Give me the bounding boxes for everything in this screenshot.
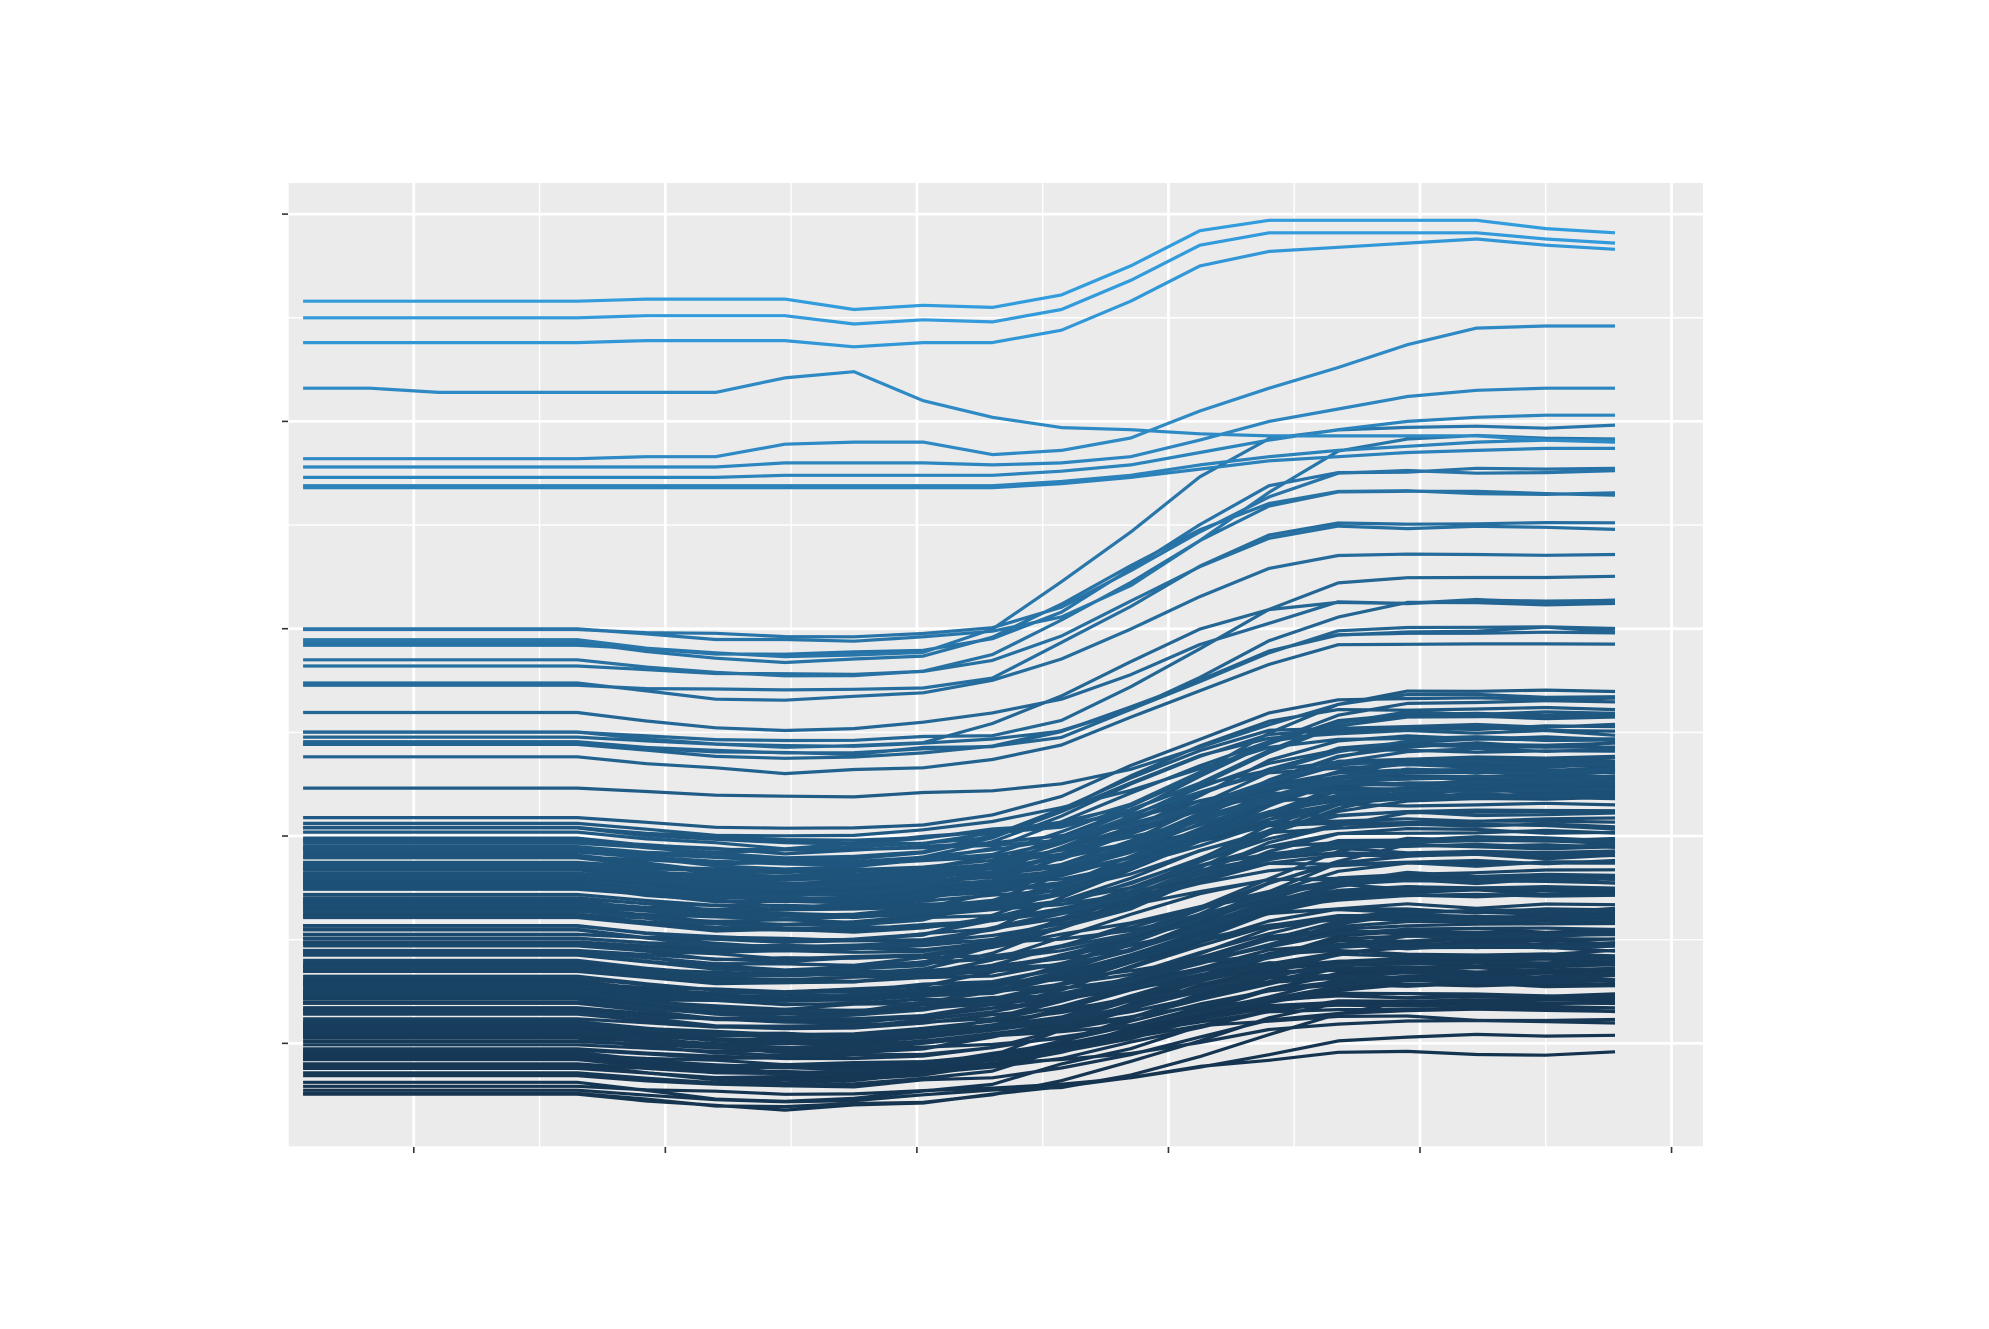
series-line bbox=[303, 446, 1615, 490]
series-line bbox=[303, 692, 1616, 799]
series-line bbox=[303, 433, 1616, 643]
series-line bbox=[303, 521, 1616, 692]
series-line bbox=[303, 696, 1616, 830]
series-line bbox=[303, 746, 1616, 856]
series-line bbox=[303, 625, 1616, 748]
series-line bbox=[303, 735, 1616, 838]
series-line bbox=[303, 1032, 1616, 1096]
series-line bbox=[303, 438, 1615, 488]
series-line bbox=[303, 735, 1616, 845]
series-line bbox=[303, 952, 1616, 1022]
series-line bbox=[303, 642, 1616, 776]
series-lines bbox=[303, 218, 1616, 1112]
series-line bbox=[303, 767, 1616, 875]
series-line bbox=[303, 908, 1616, 994]
series-line bbox=[303, 237, 1616, 349]
series-line bbox=[303, 835, 1616, 933]
series-line bbox=[303, 743, 1615, 872]
series-line bbox=[303, 552, 1616, 702]
series-line bbox=[303, 801, 1616, 921]
series-line bbox=[303, 413, 1615, 479]
series-line bbox=[303, 808, 1616, 909]
series-line bbox=[303, 324, 1615, 461]
series-line bbox=[303, 386, 1615, 469]
series-line bbox=[303, 932, 1616, 1007]
series-line bbox=[303, 870, 1616, 952]
series-line bbox=[303, 710, 1616, 851]
series-line bbox=[303, 524, 1616, 676]
series-line bbox=[303, 992, 1616, 1076]
series-line bbox=[303, 921, 1616, 1029]
series-line bbox=[303, 231, 1616, 326]
series-line bbox=[303, 926, 1616, 1001]
series-line bbox=[303, 902, 1616, 1014]
series-line bbox=[303, 1018, 1616, 1075]
series-line bbox=[303, 597, 1616, 733]
series-line bbox=[303, 218, 1616, 312]
series-line bbox=[303, 489, 1616, 665]
series-line bbox=[303, 370, 1616, 444]
series-line bbox=[303, 423, 1616, 659]
series-line bbox=[303, 714, 1615, 855]
series-line bbox=[303, 991, 1616, 1061]
axis-ticks bbox=[282, 213, 1673, 1153]
